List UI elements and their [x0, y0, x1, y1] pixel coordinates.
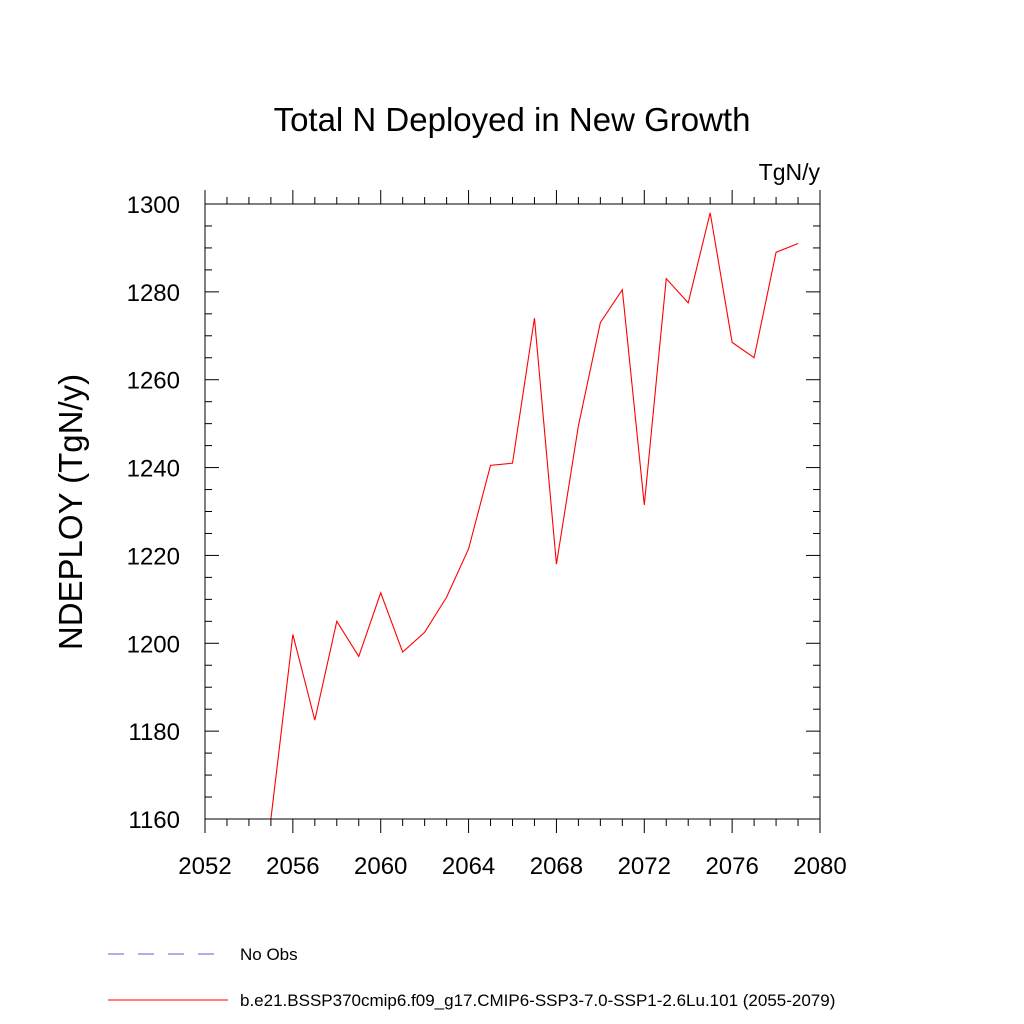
plot-area — [270, 212, 799, 819]
y-tick-label: 1160 — [128, 807, 180, 834]
series-line-1 — [270, 212, 799, 819]
y-tick-label: 1220 — [127, 543, 180, 570]
legend-label: b.e21.BSSP370cmip6.f09_g17.CMIP6-SSP3-7.… — [240, 991, 835, 1010]
legend: No Obs b.e21.BSSP370cmip6.f09_g17.CMIP6-S… — [108, 945, 835, 1010]
y-tick-label: 1280 — [127, 280, 180, 307]
y-tick-label: 1180 — [128, 719, 180, 746]
x-tick-label: 2056 — [266, 853, 319, 880]
axis-ticks — [204, 190, 821, 833]
x-tick-label: 2064 — [442, 853, 495, 880]
x-tick-label: 2076 — [705, 853, 758, 880]
x-tick-label: 2060 — [354, 853, 407, 880]
axis-tick-labels: 2052 2056 2060 2064 2068 2072 2076 2080 1160 1180… — [127, 192, 847, 880]
y-tick-label: 1300 — [127, 192, 180, 219]
units-label: TgN/y — [759, 159, 821, 185]
x-tick-label: 2052 — [178, 853, 231, 880]
y-tick-label: 1200 — [127, 631, 180, 658]
x-tick-label: 2080 — [793, 853, 846, 880]
y-axis-label: NDEPLOY (TgN/y) — [52, 374, 89, 650]
x-tick-label: 2072 — [618, 853, 671, 880]
x-tick-label: 2068 — [530, 853, 583, 880]
plot-frame — [204, 203, 821, 820]
y-tick-label: 1260 — [127, 368, 180, 395]
chart-title: Total N Deployed in New Growth — [274, 101, 751, 138]
y-tick-label: 1240 — [127, 456, 180, 483]
legend-label: No Obs — [240, 945, 298, 964]
